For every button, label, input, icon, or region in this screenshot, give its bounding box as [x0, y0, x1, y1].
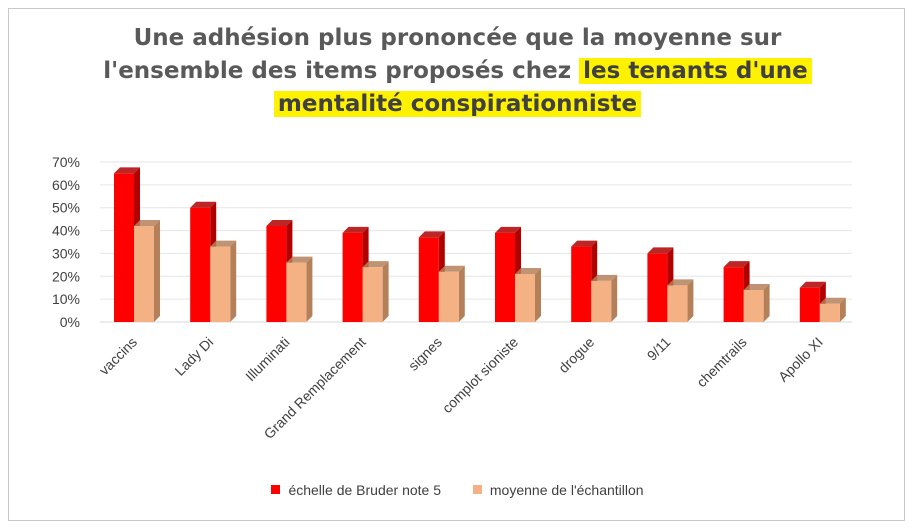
bar-series-1	[495, 232, 515, 322]
bar-series-1	[799, 287, 820, 322]
chart-title: Une adhésion plus prononcée que la moyen…	[0, 22, 915, 121]
bar-series-1	[723, 267, 744, 322]
y-tick-label: 0%	[60, 314, 80, 330]
legend-label-series-2: moyenne de l'échantillon	[489, 481, 644, 498]
bar-series-2	[134, 226, 154, 322]
bar-series-2	[743, 290, 764, 322]
bar-side-2	[154, 220, 160, 322]
bar-series-2	[819, 303, 840, 322]
bar-top-2	[743, 284, 770, 290]
bar-top-2	[515, 268, 541, 274]
bar-top-2	[210, 240, 237, 247]
title-line-2: l'ensemble des items proposés chez les t…	[0, 55, 915, 88]
y-tick-label: 10%	[52, 291, 80, 307]
bar-top-1	[114, 167, 140, 174]
x-tick-label: 9/11	[644, 334, 674, 364]
bar-top-1	[266, 220, 293, 226]
bar-side-2	[306, 256, 313, 322]
bar-top-1	[647, 247, 674, 254]
bar-series-2	[438, 271, 459, 322]
y-tick-label: 30%	[52, 245, 80, 261]
bar-top-2	[362, 261, 389, 268]
bar-series-1	[190, 207, 211, 322]
bar-series-2	[362, 267, 383, 322]
bar-side-2	[535, 268, 541, 322]
bar-series-1	[114, 173, 134, 322]
bar-side-2	[687, 279, 694, 322]
bar-side-2	[611, 274, 618, 322]
bar-series-2	[591, 280, 612, 322]
bar-series-2	[667, 285, 688, 322]
bar-top-2	[819, 297, 846, 304]
legend-item-series-1: échelle de Bruder note 5	[271, 482, 441, 498]
bar-series-1	[418, 237, 439, 322]
bar-series-1	[266, 226, 287, 322]
bar-top-1	[342, 226, 369, 233]
x-tick-label: drogue	[555, 334, 597, 376]
bar-top-1	[799, 281, 826, 288]
bar-series-2	[286, 262, 307, 322]
y-tick-label: 20%	[52, 268, 80, 284]
x-tick-label: Illuminati	[242, 334, 292, 384]
y-tick-label: 40%	[52, 223, 80, 239]
y-tick-label: 60%	[52, 177, 80, 193]
bar-top-2	[438, 265, 465, 272]
legend-label-series-1: échelle de Bruder note 5	[288, 481, 441, 498]
bar-top-1	[495, 226, 521, 233]
bar-series-2	[210, 246, 231, 322]
bar-top-2	[286, 256, 313, 263]
bar-top-1	[723, 261, 750, 268]
title-line-1: Une adhésion plus prononcée que la moyen…	[133, 25, 782, 51]
bar-top-2	[667, 279, 694, 286]
bar-top-1	[190, 201, 217, 208]
legend-swatch-series-1	[271, 485, 281, 494]
bar-side-2	[763, 284, 770, 322]
bar-series-1	[571, 246, 592, 322]
x-tick-label: chemtrails	[693, 334, 749, 390]
y-tick-label: 50%	[52, 200, 80, 216]
title-line-2-text: l'ensemble des items proposés chez	[103, 58, 580, 84]
bar-side-2	[382, 261, 389, 322]
y-tick-label: 70%	[52, 154, 80, 170]
legend-swatch-series-2	[472, 485, 482, 494]
x-tick-label: signes	[405, 334, 445, 374]
bar-side-2	[839, 297, 846, 322]
bar-top-1	[571, 240, 598, 247]
bar-series-1	[342, 232, 363, 322]
title-line-3: mentalité conspirationniste	[0, 88, 915, 121]
bar-side-2	[230, 240, 237, 322]
bar-series-2	[515, 274, 535, 322]
bar-side-2	[458, 265, 465, 322]
legend: échelle de Bruder note 5 moyenne de l'éc…	[0, 481, 915, 498]
title-highlight-2: mentalité conspirationniste	[273, 91, 642, 117]
bar-top-2	[134, 220, 160, 226]
x-tick-label: complot sioniste	[439, 334, 521, 416]
x-tick-label: Lady Di	[171, 334, 216, 379]
x-tick-label: vaccins	[96, 334, 140, 378]
bar-series-1	[647, 253, 668, 322]
x-tick-label: Apollo XI	[775, 334, 826, 385]
bar-top-2	[591, 274, 618, 281]
title-highlight-1: les tenants d'une	[579, 58, 812, 84]
bar-top-1	[418, 231, 445, 238]
legend-item-series-2: moyenne de l'échantillon	[472, 481, 644, 498]
